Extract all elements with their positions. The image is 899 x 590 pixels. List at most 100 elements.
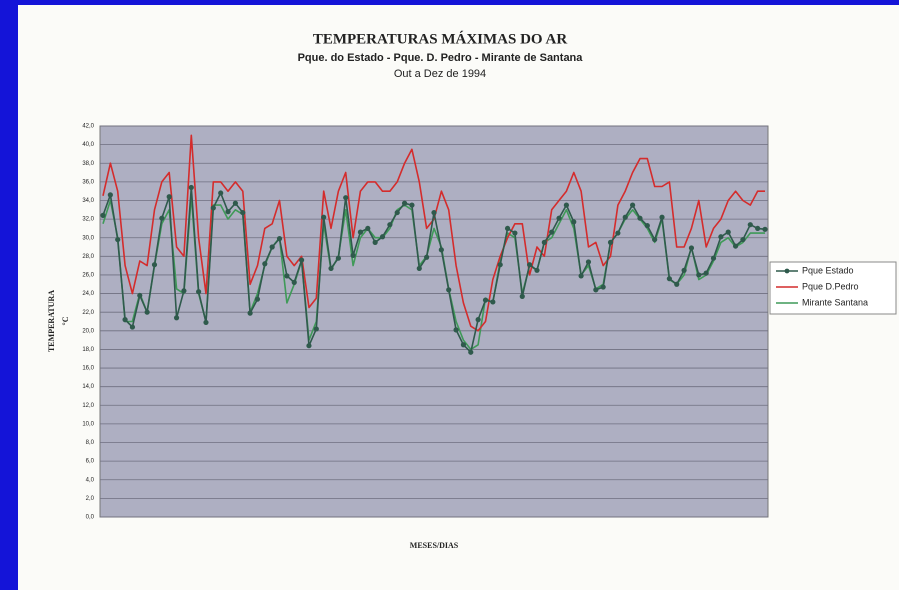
series-line [102, 134, 765, 332]
y-tick-label: 2,0 [86, 496, 95, 502]
data-point [534, 267, 540, 273]
data-point [718, 234, 724, 240]
data-point [659, 214, 665, 220]
data-point [254, 296, 261, 302]
data-point [306, 343, 312, 349]
y-tick-label: 0,0 [86, 515, 95, 521]
plot-area [99, 125, 769, 518]
data-point [240, 209, 246, 216]
y-tick-label: 36,0 [82, 179, 94, 185]
y-tick-label: 28,0 [82, 254, 94, 260]
data-point [379, 234, 386, 240]
data-point [556, 215, 562, 221]
data-point [188, 184, 194, 191]
data-point [482, 297, 489, 303]
y-tick-label: 18,0 [82, 347, 94, 353]
data-point [210, 205, 216, 211]
data-point [343, 195, 349, 201]
data-point [313, 326, 319, 332]
data-point [740, 236, 746, 243]
data-point [652, 236, 658, 243]
data-point [151, 262, 158, 268]
data-point [762, 226, 768, 232]
data-point [725, 229, 731, 235]
data-point [541, 239, 547, 245]
data-point [299, 257, 305, 263]
data-point [137, 292, 143, 299]
data-point [747, 222, 753, 228]
data-point [372, 239, 378, 245]
data-point [504, 225, 511, 232]
data-point [424, 254, 430, 260]
y-tick-label: 22,0 [82, 310, 94, 316]
data-point [365, 225, 371, 232]
data-point [129, 324, 136, 330]
data-point [232, 200, 238, 206]
data-point [247, 310, 253, 316]
data-point [703, 270, 709, 276]
data-point [387, 222, 393, 228]
data-point [431, 209, 437, 216]
chart-title: TEMPERATURAS MÁXIMAS DO AR [313, 30, 567, 47]
data-point [218, 190, 224, 196]
y-tick-label: 12,0 [82, 403, 94, 409]
data-point [688, 245, 695, 251]
data-point [262, 261, 268, 267]
chart-subtitle: Pque. do Estado - Pque. D. Pedro - Miran… [298, 52, 584, 64]
data-point [755, 225, 761, 232]
data-point [115, 236, 121, 243]
data-point [122, 317, 128, 323]
data-point [615, 230, 621, 236]
data-point [144, 309, 150, 315]
data-point [622, 214, 628, 220]
y-tick-label: 24,0 [82, 291, 94, 297]
data-point [732, 243, 739, 249]
y-tick-label: 40,0 [82, 142, 94, 148]
data-point [453, 327, 459, 333]
y-tick-label: 14,0 [82, 384, 94, 390]
data-point [159, 215, 165, 221]
data-point [321, 214, 327, 220]
data-point [571, 219, 577, 225]
legend-label: Mirante Santana [802, 297, 868, 307]
y-tick-label: 10,0 [82, 421, 94, 427]
data-point [225, 209, 231, 215]
data-point [512, 230, 518, 236]
y-tick-label: 16,0 [82, 366, 94, 372]
y-tick-label: 30,0 [82, 235, 94, 241]
data-point [666, 276, 672, 282]
data-point [490, 299, 496, 305]
data-point [203, 319, 209, 326]
data-point [519, 293, 525, 299]
data-point [394, 209, 400, 216]
y-tick-label: 26,0 [82, 273, 94, 279]
x-axis-label: MESES/DIAS [410, 541, 459, 550]
legend-label: Pque D.Pedro [802, 281, 859, 291]
data-point [350, 252, 356, 259]
data-point [196, 289, 202, 295]
data-point [460, 342, 467, 348]
data-point [637, 215, 643, 221]
data-point [269, 244, 275, 250]
data-point [644, 223, 650, 229]
data-point [600, 284, 606, 290]
data-point [357, 229, 364, 235]
data-point [284, 273, 290, 279]
data-point [409, 202, 415, 208]
data-point [291, 279, 297, 285]
y-tick-label: 6,0 [86, 459, 95, 465]
y-axis-unit: °C [61, 316, 70, 325]
legend-label: Pque Estado [802, 265, 854, 275]
data-point [100, 212, 106, 218]
y-tick-label: 4,0 [86, 477, 95, 483]
data-point [681, 267, 687, 273]
data-point [438, 247, 444, 253]
data-point [107, 192, 113, 198]
y-tick-label: 20,0 [82, 328, 94, 334]
data-point [710, 255, 717, 261]
chart-period: Out a Dez de 1994 [394, 68, 486, 80]
data-point [563, 202, 570, 208]
y-tick-label: 42,0 [82, 124, 94, 130]
y-tick-label: 32,0 [82, 217, 94, 223]
